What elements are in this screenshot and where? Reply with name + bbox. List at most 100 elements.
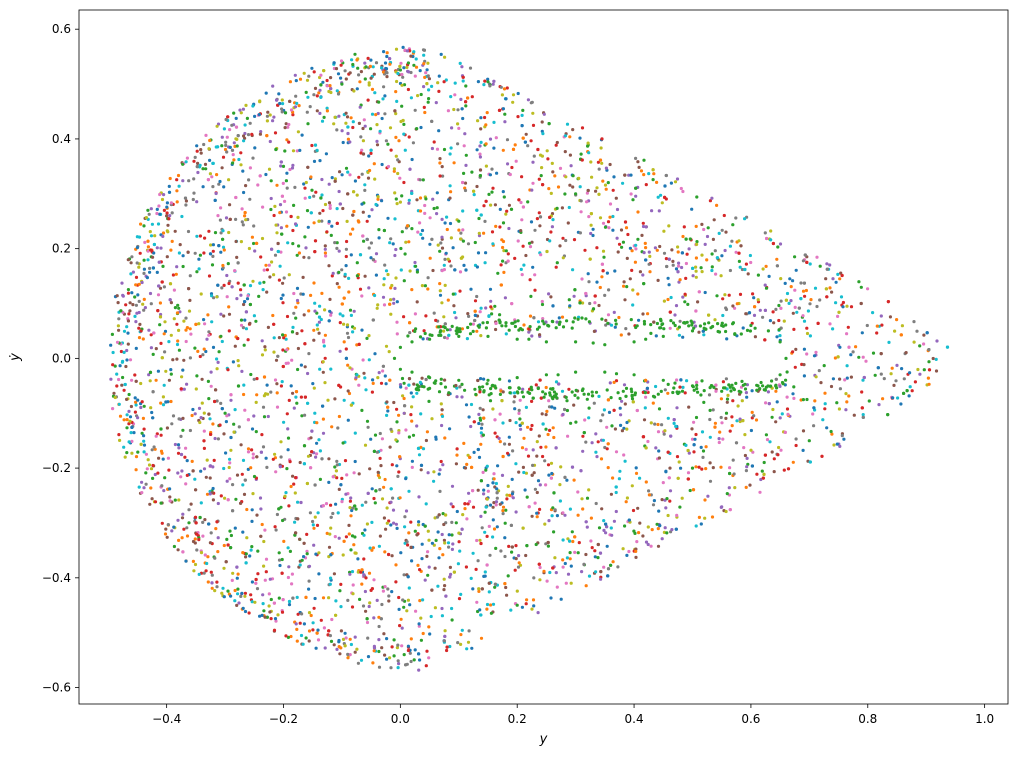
scatter-point — [344, 77, 348, 81]
scatter-point — [740, 267, 745, 272]
scatter-point — [804, 288, 809, 293]
scatter-point — [311, 621, 315, 625]
scatter-point — [355, 343, 359, 347]
scatter-point — [264, 172, 268, 177]
scatter-point — [279, 160, 283, 164]
scatter-point — [694, 256, 699, 260]
scatter-point — [542, 322, 546, 326]
scatter-point — [273, 525, 277, 529]
scatter-point — [794, 437, 798, 441]
scatter-point — [789, 299, 793, 303]
scatter-point — [294, 305, 298, 309]
scatter-point — [219, 231, 223, 235]
scatter-point — [551, 397, 555, 401]
scatter-point — [561, 558, 565, 562]
scatter-point — [602, 255, 606, 259]
scatter-point — [805, 352, 809, 356]
scatter-point — [340, 173, 344, 177]
scatter-point — [700, 253, 704, 257]
scatter-point — [621, 181, 625, 185]
scatter-point — [565, 408, 570, 413]
scatter-point — [159, 449, 164, 453]
scatter-point — [409, 659, 413, 664]
scatter-point — [368, 467, 372, 471]
scatter-point — [330, 274, 334, 278]
scatter-point — [888, 315, 893, 319]
scatter-point — [547, 519, 551, 523]
scatter-point — [779, 277, 783, 281]
scatter-point — [646, 312, 650, 316]
scatter-point — [335, 128, 339, 132]
scatter-point — [295, 331, 299, 336]
scatter-point — [216, 437, 220, 441]
scatter-point — [362, 533, 366, 537]
scatter-point — [428, 256, 432, 260]
scatter-point — [252, 377, 256, 381]
scatter-point — [492, 477, 496, 481]
scatter-point — [281, 518, 285, 523]
scatter-point — [150, 410, 154, 415]
scatter-point — [224, 451, 228, 455]
scatter-point — [484, 505, 488, 509]
scatter-point — [589, 539, 593, 543]
scatter-point — [206, 580, 210, 584]
scatter-point — [706, 494, 710, 498]
scatter-point — [336, 92, 341, 96]
scatter-point — [177, 446, 181, 450]
scatter-point — [365, 620, 370, 625]
scatter-point — [288, 460, 292, 464]
scatter-point — [665, 264, 669, 269]
scatter-point — [467, 491, 471, 495]
scatter-point — [525, 598, 529, 602]
scatter-point — [521, 205, 526, 209]
scatter-point — [311, 382, 315, 386]
scatter-point — [306, 165, 310, 169]
scatter-point — [480, 422, 484, 426]
scatter-point — [369, 58, 373, 62]
scatter-point — [487, 192, 491, 196]
scatter-point — [181, 512, 185, 516]
scatter-point — [662, 299, 667, 303]
scatter-point — [468, 66, 473, 70]
scatter-point — [398, 367, 402, 371]
scatter-point — [162, 193, 166, 197]
scatter-point — [448, 575, 452, 579]
scatter-point — [149, 346, 153, 350]
scatter-point — [305, 549, 309, 553]
scatter-point — [740, 399, 744, 403]
scatter-point — [489, 387, 493, 391]
scatter-point — [724, 323, 728, 327]
scatter-point — [505, 593, 509, 597]
scatter-point — [472, 189, 476, 193]
scatter-point — [543, 392, 548, 396]
scatter-point — [418, 658, 422, 662]
scatter-point — [515, 589, 519, 593]
scatter-point — [213, 556, 217, 560]
scatter-point — [337, 114, 341, 118]
scatter-point — [749, 323, 753, 328]
scatter-point — [335, 282, 339, 286]
scatter-point — [147, 212, 151, 216]
scatter-point — [245, 536, 249, 540]
scatter-point — [327, 201, 332, 205]
scatter-point — [472, 420, 476, 424]
scatter-point — [176, 548, 180, 552]
scatter-point — [258, 100, 262, 104]
scatter-point — [303, 395, 307, 399]
scatter-point — [808, 334, 813, 338]
scatter-point — [605, 447, 609, 451]
scatter-point — [526, 390, 530, 394]
scatter-point — [264, 557, 269, 561]
scatter-point — [483, 570, 487, 574]
scatter-point — [223, 147, 228, 152]
scatter-point — [710, 196, 714, 200]
scatter-point — [351, 583, 355, 587]
scatter-point — [818, 264, 822, 268]
scatter-point — [522, 470, 526, 475]
scatter-point — [394, 580, 398, 584]
scatter-point — [222, 248, 226, 252]
scatter-point — [253, 249, 257, 253]
scatter-point — [653, 395, 657, 399]
scatter-point — [764, 401, 768, 405]
scatter-point — [578, 231, 583, 235]
